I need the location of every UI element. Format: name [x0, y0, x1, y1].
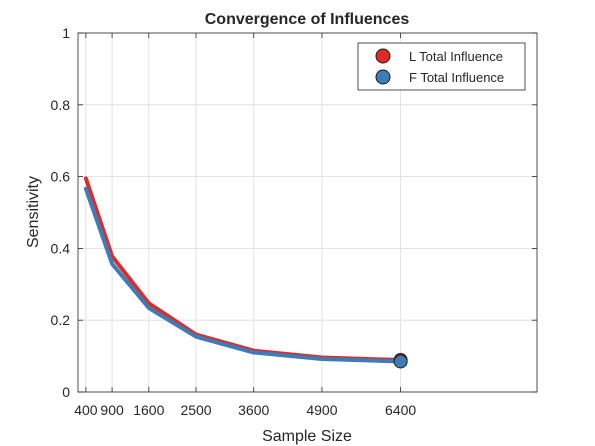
y-tick-label: 0.6 — [51, 169, 71, 185]
x-axis-label: Sample Size — [262, 428, 352, 445]
legend: L Total Influence F Total Influence — [357, 42, 526, 91]
x-tick-label: 2500 — [180, 402, 211, 418]
y-tick-label: 0.8 — [51, 97, 71, 113]
y-axis-label: Sensitivity — [25, 176, 42, 248]
series-end-marker-f-total-influence — [393, 354, 408, 369]
legend-label-l-total-influence: L Total Influence — [409, 49, 503, 64]
legend-label-f-total-influence: F Total Influence — [409, 70, 504, 85]
x-tick-label: 4900 — [306, 402, 337, 418]
x-tick-label: 1600 — [133, 402, 164, 418]
series-layer — [83, 176, 408, 369]
y-tick-label: 0.2 — [51, 312, 71, 328]
legend-marker-f-total-influence — [375, 69, 391, 85]
y-tick-label: 0.4 — [51, 240, 71, 256]
x-tick-label: 3600 — [238, 402, 269, 418]
legend-marker-l-total-influence — [375, 48, 391, 64]
x-tick-label: 900 — [100, 402, 124, 418]
x-tick-label: 6400 — [385, 402, 416, 418]
axis-ticks: 400 900 1600 2500 3600 4900 6400 0 0.2 0.4 0.6 0.8 1 — [51, 25, 537, 418]
series-line-f-total-influence — [83, 186, 403, 364]
chart-title: Convergence of Influences — [205, 11, 410, 28]
y-tick-label: 1 — [62, 25, 70, 41]
y-tick-label: 0 — [62, 384, 70, 400]
x-tick-label: 400 — [74, 402, 98, 418]
plot-area — [77, 32, 538, 393]
